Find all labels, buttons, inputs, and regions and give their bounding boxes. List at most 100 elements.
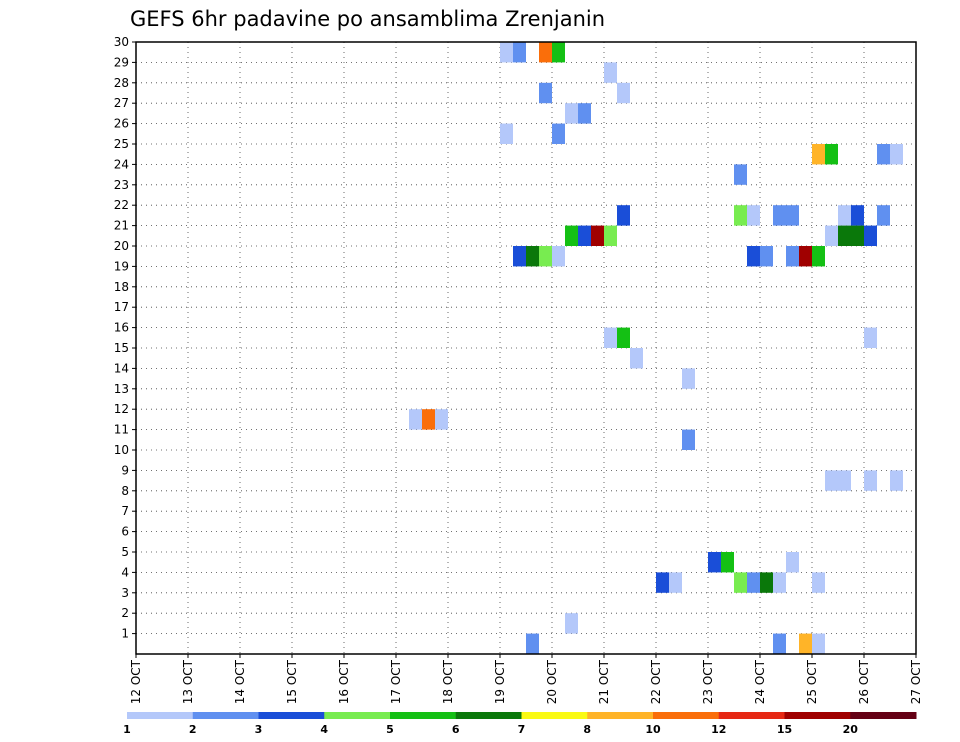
y-tick-label: 20 <box>114 239 129 253</box>
colorbar-segment <box>390 712 457 719</box>
x-tick-label: 24 OCT <box>753 659 767 704</box>
precip-cell <box>708 552 721 573</box>
precip-cell <box>604 62 617 83</box>
colorbar-label: 4 <box>320 723 328 736</box>
precip-cell <box>682 368 695 389</box>
precip-cell <box>877 144 890 165</box>
y-tick-label: 1 <box>121 627 129 641</box>
precip-cell <box>513 42 526 63</box>
precip-cell <box>604 225 617 246</box>
precip-cell <box>565 225 578 246</box>
colorbar-label: 8 <box>583 723 591 736</box>
x-tick-label: 21 OCT <box>597 659 611 704</box>
colorbar-label: 1 <box>123 723 131 736</box>
precip-cell <box>747 572 760 593</box>
chart-title: GEFS 6hr padavine po ansamblima Zrenjani… <box>130 7 605 31</box>
precip-cell <box>617 82 630 104</box>
x-tick-label: 25 OCT <box>805 659 819 704</box>
y-tick-label: 3 <box>121 586 129 600</box>
colorbar-segment <box>653 712 720 719</box>
precip-cell <box>617 205 630 226</box>
colorbar-segment <box>850 712 917 719</box>
x-tick-label: 20 OCT <box>545 659 559 704</box>
colorbar-label: 2 <box>189 723 197 736</box>
x-axis-ticks: 12 OCT 13 OCT 14 OCT 15 OCT 16 OCT 17 OCT 18 O… <box>129 654 923 704</box>
y-tick-label: 5 <box>121 545 129 559</box>
colorbar-label: 10 <box>645 723 661 736</box>
y-tick-label: 10 <box>114 443 129 457</box>
precip-cell <box>851 225 864 246</box>
y-tick-label: 30 <box>114 35 129 49</box>
colorbar-segment <box>784 712 851 719</box>
precip-cell <box>864 470 877 491</box>
precip-cell <box>864 225 877 246</box>
precip-cell <box>838 205 851 226</box>
colorbar-label: 12 <box>711 723 726 736</box>
precip-cell <box>539 82 552 104</box>
x-tick-label: 14 OCT <box>233 659 247 704</box>
precip-cell <box>565 613 578 634</box>
y-tick-label: 28 <box>114 76 129 90</box>
precip-cell <box>435 409 448 430</box>
y-tick-label: 16 <box>114 321 129 335</box>
colorbar-segment <box>587 712 654 719</box>
precip-cell <box>825 144 838 165</box>
colorbar-segment <box>258 712 325 719</box>
y-tick-label: 14 <box>114 361 129 375</box>
precip-cell <box>786 246 799 267</box>
x-tick-label: 26 OCT <box>857 659 871 704</box>
x-tick-label: 22 OCT <box>649 659 663 704</box>
y-tick-label: 24 <box>114 157 129 171</box>
precip-cell <box>812 572 825 593</box>
precip-cell <box>890 470 903 491</box>
y-tick-label: 6 <box>121 525 129 539</box>
x-tick-label: 12 OCT <box>129 659 143 704</box>
colorbar-label: 20 <box>843 723 859 736</box>
y-tick-label: 7 <box>121 504 129 518</box>
y-tick-label: 13 <box>114 382 129 396</box>
precip-cell <box>864 327 877 348</box>
precip-cell <box>552 246 565 267</box>
y-axis-ticks: 1234567891011121314151617181920212223242… <box>114 35 136 641</box>
precip-cell <box>747 246 760 267</box>
colorbar-segment <box>192 712 259 719</box>
y-tick-label: 29 <box>114 55 129 69</box>
y-tick-label: 18 <box>114 280 129 294</box>
colorbar-segment <box>324 712 391 719</box>
x-tick-label: 27 OCT <box>909 659 923 704</box>
precip-cell <box>526 633 539 654</box>
precip-cell <box>617 327 630 348</box>
precip-cell <box>760 572 773 593</box>
colorbar-label: 15 <box>777 723 792 736</box>
precip-cell <box>513 246 526 267</box>
precip-cell <box>877 205 890 226</box>
colorbar: 1 2 3 4 5 6 7 8 10 12 15 20 <box>123 712 917 736</box>
precip-cell <box>721 552 734 573</box>
precip-cell <box>773 633 786 654</box>
precip-cell <box>409 409 422 430</box>
y-tick-label: 2 <box>121 606 129 620</box>
y-tick-label: 25 <box>114 137 129 151</box>
colorbar-segment <box>718 712 785 719</box>
precip-cell <box>422 409 435 430</box>
precip-cell <box>734 572 747 593</box>
x-tick-label: 15 OCT <box>285 659 299 704</box>
precip-cell <box>812 633 825 654</box>
precip-cell <box>578 225 591 246</box>
precip-cell <box>526 246 539 267</box>
precip-cell <box>825 470 838 491</box>
precip-cell <box>838 225 851 246</box>
x-tick-label: 19 OCT <box>493 659 507 704</box>
precip-cell <box>578 103 591 124</box>
precip-cell <box>799 633 812 654</box>
y-tick-label: 17 <box>114 300 129 314</box>
y-tick-label: 21 <box>114 219 129 233</box>
data-cells <box>409 42 903 654</box>
colorbar-label: 6 <box>452 723 460 736</box>
precip-cell <box>890 144 903 165</box>
y-tick-label: 9 <box>121 463 129 477</box>
precip-cell <box>760 246 773 267</box>
precip-cell <box>773 205 786 226</box>
x-tick-label: 17 OCT <box>389 659 403 704</box>
